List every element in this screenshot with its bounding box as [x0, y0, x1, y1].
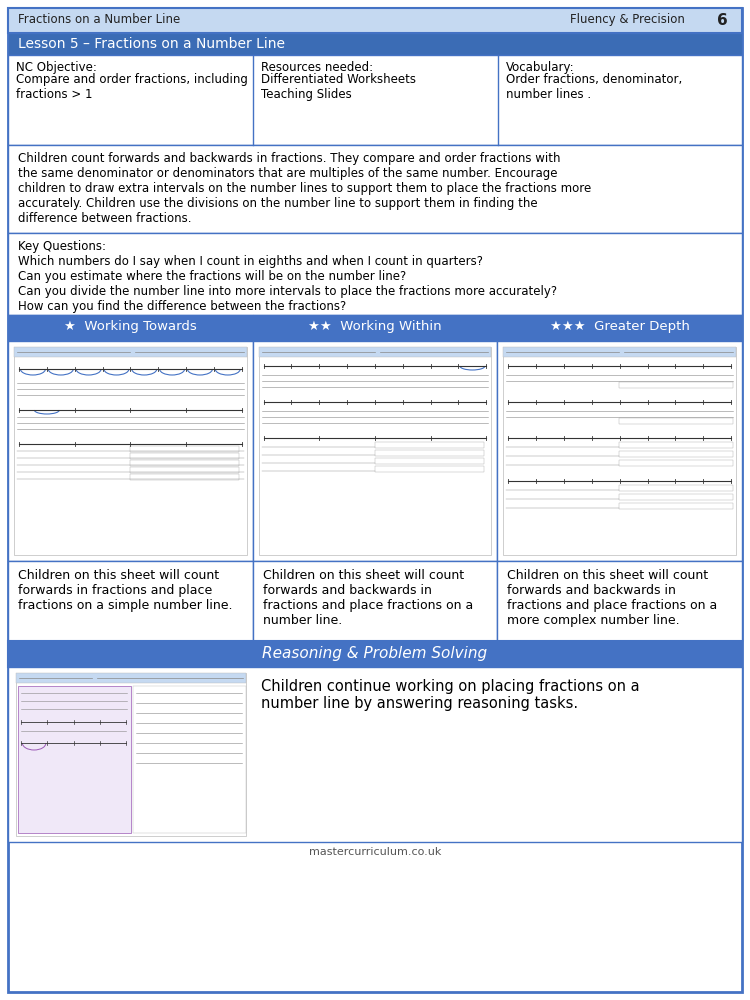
Bar: [8, 145, 742, 233]
Bar: [8, 561, 253, 641]
Bar: [16, 673, 246, 683]
Text: Compare and order fractions, including
fractions > 1: Compare and order fractions, including f…: [16, 73, 248, 101]
Bar: [130, 460, 239, 466]
Bar: [620, 442, 734, 448]
Bar: [14, 347, 247, 357]
Bar: [497, 561, 742, 641]
Bar: [620, 451, 734, 457]
Text: ★  Working Towards: ★ Working Towards: [64, 320, 196, 333]
Bar: [253, 561, 497, 641]
Text: NC Objective:: NC Objective:: [16, 61, 97, 74]
Text: Vocabulary:: Vocabulary:: [506, 61, 574, 74]
Text: 6: 6: [717, 13, 728, 28]
Bar: [8, 233, 742, 315]
Text: Children on this sheet will count
forwards and backwards in
fractions and place : Children on this sheet will count forwar…: [262, 569, 473, 627]
Bar: [14, 347, 247, 555]
Bar: [620, 503, 734, 509]
Bar: [130, 474, 239, 480]
Text: Order fractions, denominator,
number lines .: Order fractions, denominator, number lin…: [506, 73, 682, 101]
Text: Children on this sheet will count
forwards and backwards in
fractions and place : Children on this sheet will count forwar…: [507, 569, 718, 627]
Bar: [8, 55, 742, 145]
Text: Fluency & Precision: Fluency & Precision: [570, 13, 685, 26]
Bar: [130, 453, 239, 459]
Text: ★★★  Greater Depth: ★★★ Greater Depth: [550, 320, 689, 333]
Bar: [497, 315, 742, 341]
Text: Children count forwards and backwards in fractions. They compare and order fract: Children count forwards and backwards in…: [18, 152, 591, 225]
Bar: [259, 347, 491, 357]
Bar: [8, 641, 742, 667]
Bar: [253, 315, 497, 341]
Text: Children on this sheet will count
forwards in fractions and place
fractions on a: Children on this sheet will count forwar…: [18, 569, 232, 612]
Bar: [620, 460, 734, 466]
Text: Key Questions:
Which numbers do I say when I count in eighths and when I count i: Key Questions: Which numbers do I say wh…: [18, 240, 557, 313]
Bar: [620, 418, 734, 424]
Bar: [18, 686, 131, 833]
Text: mastercurriculum.co.uk: mastercurriculum.co.uk: [309, 847, 441, 857]
Text: ★★  Working Within: ★★ Working Within: [308, 320, 442, 333]
Bar: [375, 458, 484, 464]
Text: Lesson 5 – Fractions on a Number Line: Lesson 5 – Fractions on a Number Line: [18, 37, 285, 51]
Bar: [375, 442, 484, 448]
Bar: [130, 467, 239, 473]
Bar: [8, 341, 253, 561]
Bar: [8, 8, 742, 33]
Bar: [133, 686, 246, 833]
Bar: [253, 341, 497, 561]
Text: Resources needed:: Resources needed:: [261, 61, 374, 74]
Bar: [130, 446, 239, 452]
Bar: [497, 341, 742, 561]
Bar: [375, 450, 484, 456]
Bar: [16, 673, 246, 836]
Bar: [8, 667, 742, 842]
Bar: [620, 494, 734, 500]
Text: Differentiated Worksheets
Teaching Slides: Differentiated Worksheets Teaching Slide…: [261, 73, 416, 101]
Bar: [503, 347, 736, 555]
Bar: [8, 33, 742, 55]
Text: Children continue working on placing fractions on a
number line by answering rea: Children continue working on placing fra…: [261, 679, 640, 711]
Bar: [503, 347, 736, 357]
Text: Reasoning & Problem Solving: Reasoning & Problem Solving: [262, 646, 488, 661]
Bar: [259, 347, 491, 555]
Bar: [620, 382, 734, 388]
Bar: [375, 466, 484, 472]
Bar: [8, 315, 253, 341]
Text: Fractions on a Number Line: Fractions on a Number Line: [18, 13, 180, 26]
Bar: [620, 485, 734, 491]
